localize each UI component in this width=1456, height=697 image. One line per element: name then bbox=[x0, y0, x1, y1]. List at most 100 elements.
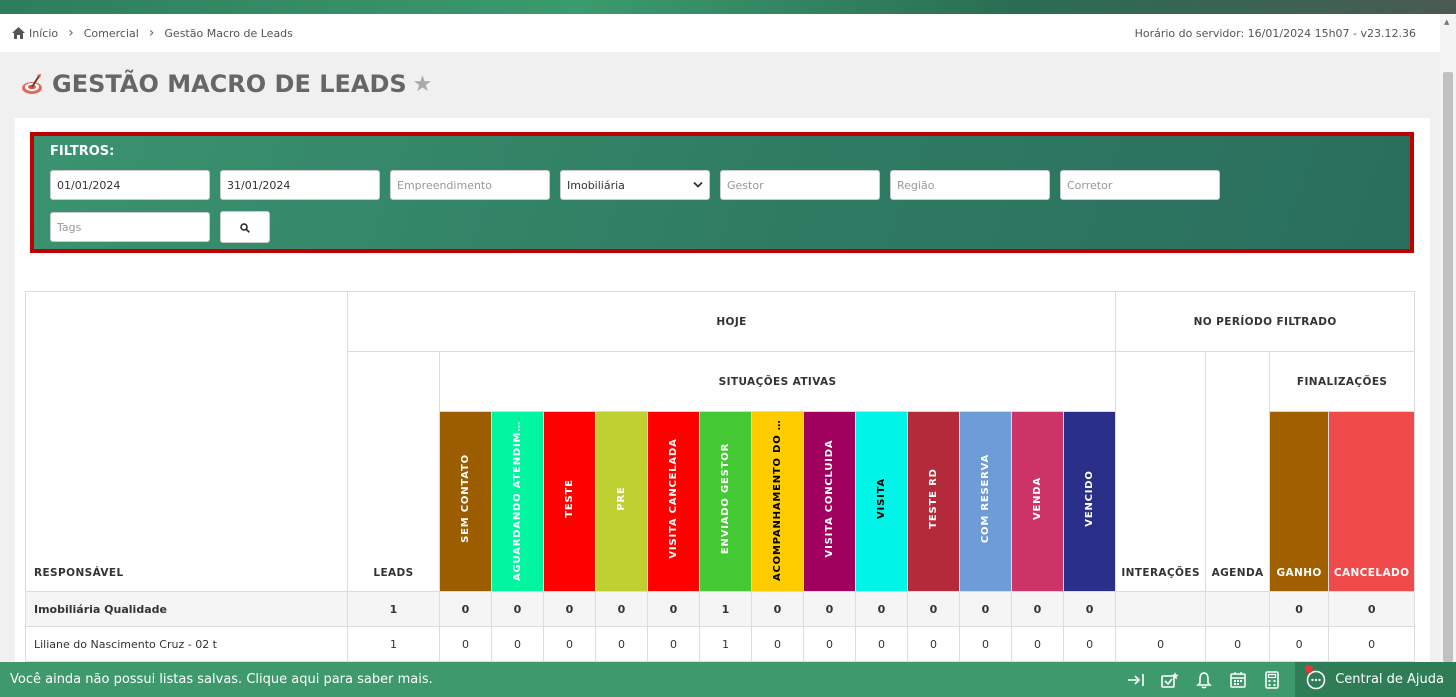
exit-icon[interactable] bbox=[1119, 662, 1153, 697]
server-time: Horário do servidor: 16/01/2024 15h07 - … bbox=[1134, 26, 1416, 40]
status-col-4: VISITA CANCELADA bbox=[647, 411, 700, 592]
shortcuts-icon[interactable] bbox=[1153, 662, 1187, 697]
footer-icons: Central de Ajuda bbox=[1119, 662, 1456, 697]
chat-icon bbox=[1305, 670, 1327, 690]
gestor-input[interactable]: Gestor bbox=[720, 170, 880, 200]
status-col-8: VISITA bbox=[855, 411, 908, 592]
help-center-label: Central de Ajuda bbox=[1335, 672, 1444, 687]
col-group-finalizacoes: FINALIZAÇÕES bbox=[1269, 351, 1416, 412]
status-col-3: PRE bbox=[595, 411, 648, 592]
row-status-value: 0 bbox=[1062, 591, 1117, 627]
breadcrumb: Início › Comercial › Gestão Macro de Lea… bbox=[12, 25, 293, 41]
filters-label: FILTROS: bbox=[50, 144, 115, 159]
row-status-value: 0 bbox=[647, 591, 700, 627]
notification-dot bbox=[1305, 665, 1314, 673]
row-status-value: 0 bbox=[439, 626, 492, 662]
row-leads: 1 bbox=[347, 591, 440, 627]
breadcrumb-home[interactable]: Início bbox=[29, 26, 59, 40]
status-col-2: TESTE bbox=[543, 411, 596, 592]
row-interacoes: 0 bbox=[1115, 626, 1207, 662]
col-group-periodo: NO PERÍODO FILTRADO bbox=[1115, 291, 1416, 352]
row-status-value: 0 bbox=[803, 591, 856, 627]
row-status-value: 0 bbox=[959, 591, 1012, 627]
star-icon[interactable]: ★ bbox=[412, 71, 433, 97]
status-col-label: PRE bbox=[615, 486, 627, 511]
final-col-1: CANCELADO bbox=[1328, 411, 1416, 592]
row-final-value: 0 bbox=[1269, 591, 1330, 627]
page-title: GESTÃO MACRO DE LEADS bbox=[52, 70, 407, 98]
row-agenda: 0 bbox=[1205, 626, 1271, 662]
row-status-value: 1 bbox=[699, 626, 752, 662]
status-col-label: TESTE RD bbox=[927, 468, 939, 529]
status-col-9: TESTE RD bbox=[907, 411, 960, 592]
row-name: Liliane do Nascimento Cruz - 02 t bbox=[25, 626, 348, 662]
status-col-0: SEM CONTATO bbox=[439, 411, 492, 592]
final-col-0: GANHO bbox=[1269, 411, 1330, 592]
page-header: GESTÃO MACRO DE LEADS ★ bbox=[20, 70, 432, 98]
status-col-label: ACOMPANHAMENTO DO CORRETOR bbox=[771, 416, 783, 581]
status-col-12: VENCIDO bbox=[1062, 411, 1117, 592]
status-col-11: VENDA bbox=[1011, 411, 1064, 592]
tags-input[interactable]: Tags bbox=[50, 212, 210, 242]
search-button[interactable] bbox=[220, 211, 270, 243]
scroll-up-icon[interactable]: ▲ bbox=[1444, 18, 1450, 26]
empreendimento-input[interactable]: Empreendimento bbox=[390, 170, 550, 200]
scrollbar-thumb[interactable] bbox=[1443, 72, 1453, 662]
status-col-label: VISITA bbox=[875, 478, 887, 519]
table-row[interactable]: Imobiliária Qualidade 1 0 0 0 0 0 1 0 0 0 0 0 0 0 0 0 bbox=[25, 591, 1416, 627]
imobiliaria-select-value: Imobiliária bbox=[567, 178, 625, 192]
status-col-5: ENVIADO GESTOR bbox=[699, 411, 752, 592]
row-status-value: 0 bbox=[855, 591, 908, 627]
corretor-input[interactable]: Corretor bbox=[1060, 170, 1220, 200]
leads-target-icon bbox=[20, 72, 44, 96]
col-group-hoje: HOJE bbox=[346, 291, 1117, 352]
status-col-7: VISITA CONCLUÍDA bbox=[803, 411, 856, 592]
row-final-value: 0 bbox=[1269, 626, 1330, 662]
row-status-value: 0 bbox=[647, 626, 700, 662]
home-icon[interactable] bbox=[12, 27, 25, 39]
col-group-situacoes: SITUAÇÕES ATIVAS bbox=[438, 351, 1117, 412]
row-status-value: 0 bbox=[543, 626, 596, 662]
search-icon bbox=[240, 218, 250, 237]
filters-box: FILTROS: 01/01/2024 31/01/2024 Empreendi… bbox=[30, 132, 1414, 253]
breadcrumb-current: Gestão Macro de Leads bbox=[164, 26, 293, 40]
imobiliaria-select[interactable]: Imobiliária bbox=[560, 170, 710, 200]
row-status-value: 0 bbox=[491, 591, 544, 627]
row-status-value: 0 bbox=[803, 626, 856, 662]
row-interacoes bbox=[1115, 591, 1207, 627]
row-status-value: 0 bbox=[439, 591, 492, 627]
row-final-value: 0 bbox=[1328, 626, 1416, 662]
status-col-6: ACOMPANHAMENTO DO CORRETOR bbox=[751, 411, 804, 592]
chevron-right-icon: › bbox=[68, 25, 74, 41]
row-status-value: 0 bbox=[907, 591, 960, 627]
status-col-10: COM RESERVA bbox=[959, 411, 1012, 592]
col-interacoes: INTERAÇÕES bbox=[1115, 351, 1207, 592]
breadcrumb-bar: Início › Comercial › Gestão Macro de Lea… bbox=[0, 14, 1440, 52]
bell-icon[interactable] bbox=[1187, 662, 1221, 697]
row-status-value: 0 bbox=[1011, 626, 1064, 662]
row-status-value: 0 bbox=[751, 626, 804, 662]
date-start-input[interactable]: 01/01/2024 bbox=[50, 170, 210, 200]
help-center-button[interactable]: Central de Ajuda bbox=[1295, 662, 1456, 697]
status-col-label: VISITA CONCLUÍDA bbox=[823, 439, 835, 558]
status-col-label: AGUARDANDO ATENDIMENTO bbox=[511, 416, 523, 581]
row-status-value: 0 bbox=[1062, 626, 1117, 662]
calculator-icon[interactable] bbox=[1255, 662, 1289, 697]
status-col-label: SEM CONTATO bbox=[459, 454, 471, 543]
col-responsavel: RESPONSÁVEL bbox=[25, 291, 348, 592]
regiao-input[interactable]: Região bbox=[890, 170, 1050, 200]
date-end-input[interactable]: 31/01/2024 bbox=[220, 170, 380, 200]
footer-bar: Você ainda não possui listas salvas. Cli… bbox=[0, 662, 1456, 697]
page-scrollbar[interactable]: ▲ bbox=[1440, 14, 1456, 662]
calendar-icon[interactable] bbox=[1221, 662, 1255, 697]
chevron-down-icon bbox=[693, 179, 703, 192]
status-col-label: VENDA bbox=[1031, 477, 1043, 520]
breadcrumb-commercial[interactable]: Comercial bbox=[83, 26, 139, 40]
row-name: Imobiliária Qualidade bbox=[25, 591, 348, 627]
saved-lists-message[interactable]: Você ainda não possui listas salvas. Cli… bbox=[10, 672, 433, 687]
status-col-label: COM RESERVA bbox=[979, 453, 991, 544]
row-status-value: 0 bbox=[1011, 591, 1064, 627]
row-status-value: 0 bbox=[751, 591, 804, 627]
col-agenda: AGENDA bbox=[1205, 351, 1271, 592]
